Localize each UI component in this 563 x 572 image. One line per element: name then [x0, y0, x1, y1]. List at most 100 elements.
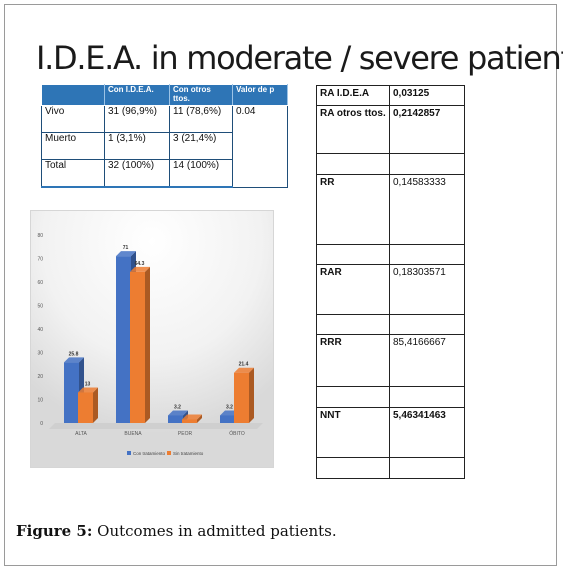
metric-value: 0,03125: [389, 85, 465, 106]
cell-pvalue: 0.04: [232, 105, 288, 188]
y-tick-label: 0: [40, 421, 43, 427]
bar-top: [116, 251, 136, 257]
table-row: RA otros ttos. 0,2142857: [316, 105, 465, 154]
bar-top: [168, 410, 188, 416]
table-row: RAR 0,18303571: [316, 264, 465, 315]
row-label: Muerto: [41, 132, 105, 160]
chart-floor: [49, 423, 263, 429]
x-tick-label: BUENA: [124, 431, 142, 437]
metric-value: 0,14583333: [389, 174, 465, 245]
table-row: Muerto 1 (3,1%) 3 (21,4%): [41, 132, 288, 160]
bar-side: [249, 367, 254, 423]
y-tick-label: 30: [37, 351, 43, 357]
y-tick-label: 80: [37, 233, 43, 239]
chart-svg: 0 10 20 30 40 50 60 70 80 25.8 13 ALTA 71 64.3 BUENA 3.…: [31, 211, 273, 467]
metric-value: [389, 244, 465, 265]
bar-top: [234, 367, 254, 373]
data-label: 25.8: [69, 351, 79, 357]
bar-side: [93, 387, 98, 423]
metric-label: [316, 153, 390, 175]
caption-label: Figure 5:: [16, 522, 93, 540]
cell-other: 14 (100%): [169, 159, 233, 188]
table-row: [316, 244, 465, 265]
metric-value: 0,2142857: [389, 105, 465, 154]
metric-label: NNT: [316, 407, 390, 458]
bar-top: [78, 387, 98, 393]
table-row: [316, 314, 465, 335]
metric-value: [389, 386, 465, 408]
x-tick-label: ÓBITO: [229, 430, 245, 437]
bar-top: [182, 414, 202, 420]
row-label: Vivo: [41, 105, 105, 133]
metric-label: [316, 386, 390, 408]
caption-text: Outcomes in admitted patients.: [92, 522, 337, 540]
metric-value: [389, 314, 465, 335]
table-row: RR 0,14583333: [316, 174, 465, 245]
metric-value: [389, 457, 465, 479]
bar: [220, 415, 235, 423]
legend-label: Con tratamiento: [133, 451, 166, 456]
y-tick-label: 70: [37, 257, 43, 263]
legend-label: Sin tratamiento: [173, 451, 204, 456]
metric-label: [316, 244, 390, 265]
metric-label: RRR: [316, 334, 390, 387]
bar: [116, 256, 131, 423]
table-row: [316, 386, 465, 408]
metric-label: RA otros ttos.: [316, 105, 390, 154]
table-row: Total 32 (100%) 14 (100%): [41, 159, 288, 188]
bar: [182, 419, 197, 423]
row-label: Total: [41, 159, 105, 188]
bar-top: [64, 357, 84, 363]
metric-label: RA I.D.E.A: [316, 85, 390, 106]
table-row: RRR 85,4166667: [316, 334, 465, 387]
slide-title: I.D.E.A. in moderate / severe patients: [36, 39, 563, 77]
metric-label: [316, 457, 390, 479]
bar: [168, 415, 183, 423]
y-tick-label: 10: [37, 398, 43, 404]
outcome-table: Con I.D.E.A. Con otros ttos. Valor de p …: [41, 84, 288, 188]
metric-value: 85,4166667: [389, 334, 465, 387]
outcome-table-header: Con I.D.E.A. Con otros ttos. Valor de p: [41, 84, 288, 106]
header-cell-pvalue: Valor de p: [232, 84, 288, 106]
header-cell-idea: Con I.D.E.A.: [104, 84, 170, 106]
metric-value: 5,46341463: [389, 407, 465, 458]
metric-label: [316, 314, 390, 335]
table-row: Vivo 31 (96,9%) 11 (78,6%) 0.04: [41, 105, 288, 188]
metric-label: RAR: [316, 264, 390, 315]
bar: [234, 372, 249, 423]
y-tick-label: 60: [37, 280, 43, 286]
data-label: 3.2: [174, 404, 181, 410]
header-cell-other: Con otros ttos.: [169, 84, 233, 106]
cell-other: 11 (78,6%): [169, 105, 233, 133]
metric-value: [389, 153, 465, 175]
outcome-bar-chart: 0 10 20 30 40 50 60 70 80 25.8 13 ALTA 71 64.3 BUENA 3.…: [30, 210, 274, 468]
figure-caption: Figure 5: Outcomes in admitted patients.: [16, 522, 337, 540]
bar: [130, 271, 145, 423]
cell-other: 3 (21,4%): [169, 132, 233, 160]
risk-metrics-table: RA I.D.E.A 0,03125 RA otros ttos. 0,214285…: [316, 85, 465, 479]
table-row: [316, 457, 465, 479]
y-tick-label: 20: [37, 374, 43, 380]
header-cell-empty: [41, 84, 105, 106]
y-tick-label: 50: [37, 304, 43, 310]
table-row: RA I.D.E.A 0,03125: [316, 85, 465, 106]
bar-top: [130, 266, 150, 272]
metric-value: 0,18303571: [389, 264, 465, 315]
data-label: 3.2: [226, 404, 233, 410]
cell-idea: 31 (96,9%): [104, 105, 170, 133]
legend-swatch: [167, 451, 171, 455]
data-label: 13: [85, 381, 91, 387]
data-label: 64.3: [135, 261, 145, 267]
bar: [64, 362, 79, 423]
bar-side: [197, 414, 202, 423]
x-tick-label: PEOR: [178, 431, 193, 437]
table-row: [316, 153, 465, 175]
y-tick-label: 40: [37, 327, 43, 333]
bar: [78, 392, 93, 423]
bar-side: [145, 266, 150, 423]
legend-swatch: [127, 451, 131, 455]
x-tick-label: ALTA: [75, 431, 87, 437]
data-label: 21.4: [239, 362, 249, 368]
data-label: 71: [123, 245, 129, 251]
cell-idea: 1 (3,1%): [104, 132, 170, 160]
